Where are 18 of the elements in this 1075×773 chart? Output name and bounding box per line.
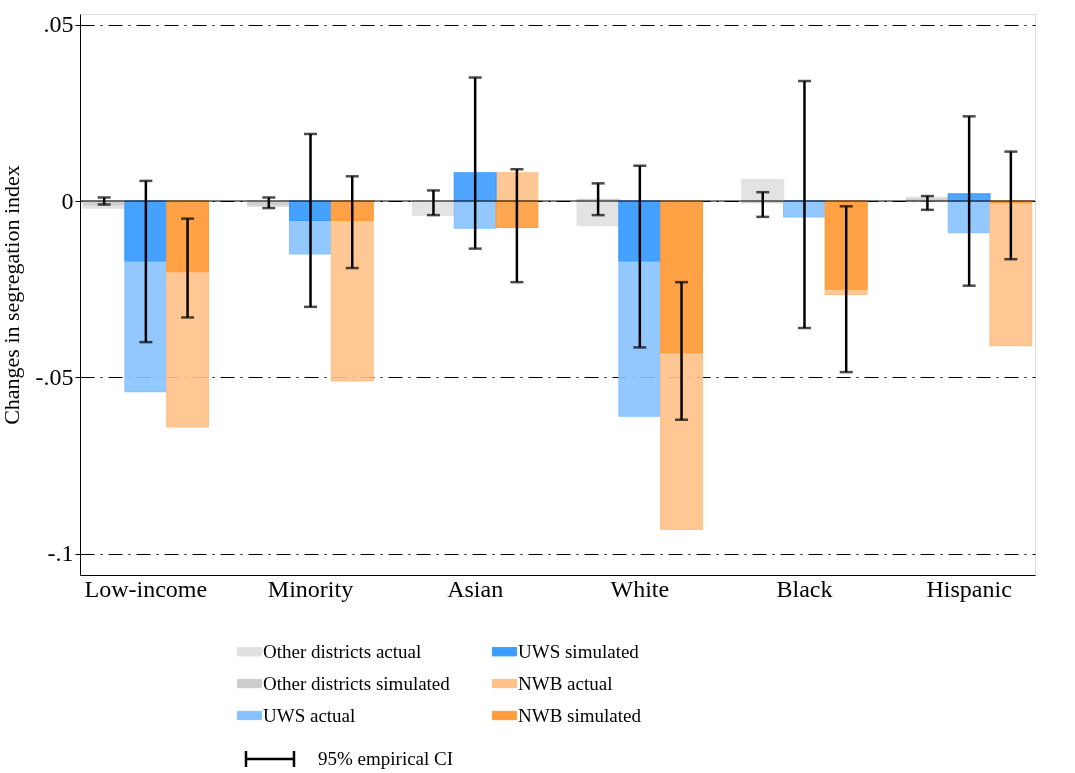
x-tick-label: Black [776, 575, 833, 602]
legend-label: UWS actual [263, 704, 356, 726]
x-tick-label: White [610, 575, 670, 602]
y-tick-label: 0 [61, 187, 74, 214]
legend-label: NWB actual [518, 672, 613, 694]
legend-label: NWB simulated [518, 704, 642, 726]
y-tick-label: .05 [43, 11, 74, 38]
x-tick-label: Hispanic [926, 575, 1012, 602]
x-tick-label: Asian [447, 575, 504, 602]
text: 95% empirical CI [318, 748, 454, 769]
y-axis-title: Changes in segregation index [0, 165, 24, 425]
x-tick-label: Low-income [84, 575, 208, 602]
legend-label: UWS simulated [518, 640, 640, 662]
x-tick-label: Minority [267, 575, 354, 602]
legend-label: Other districts simulated [263, 672, 451, 694]
legend-label: Other districts actual [263, 640, 422, 662]
y-tick-label: -.05 [35, 363, 74, 390]
y-tick-label: -.1 [47, 540, 74, 567]
